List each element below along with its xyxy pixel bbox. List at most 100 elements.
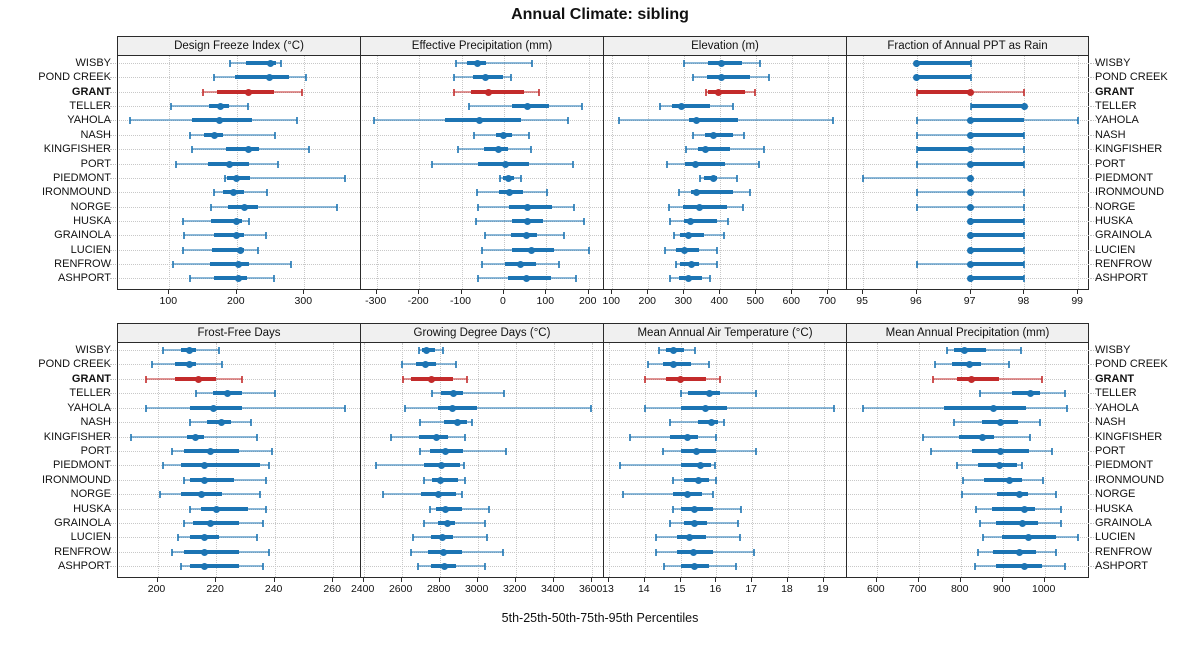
x-tick-mark: [755, 290, 757, 294]
x-gridline: [1024, 56, 1026, 289]
median-dot: [1027, 389, 1035, 397]
median-dot: [694, 476, 702, 484]
row-tick-stub-left: [110, 479, 116, 481]
x-tick-mark: [791, 290, 793, 294]
median-dot: [505, 174, 513, 182]
x-gridline: [503, 56, 505, 289]
site-label-left: RENFROW: [54, 258, 111, 271]
site-label-right: LUCIEN: [1095, 243, 1136, 256]
x-tick-mark: [915, 290, 917, 294]
site-label-right: WISBY: [1095, 344, 1131, 356]
whisker-cap-95: [716, 247, 719, 254]
x-tick-label: 100: [159, 295, 178, 307]
whisker-cap-5: [419, 419, 422, 426]
whisker-cap-5: [663, 563, 666, 570]
x-tick-label: 14: [637, 583, 650, 595]
median-dot: [224, 389, 232, 397]
median-dot: [432, 433, 440, 441]
whisker-cap-5: [182, 218, 185, 225]
whisker-cap-5: [629, 434, 632, 441]
row-tick-stub-right: [1090, 450, 1096, 452]
whisker-cap-95: [461, 491, 464, 498]
site-label-left: LUCIEN: [70, 243, 111, 256]
x-tick-mark: [418, 290, 420, 294]
whisker-cap-5: [704, 89, 707, 96]
whisker-cap-95: [258, 491, 261, 498]
row-tick-stub-left: [110, 163, 116, 165]
row-tick-stub-right: [1090, 465, 1096, 467]
whisker-cap-5: [929, 448, 932, 455]
interquartile-bar-25-75: [683, 219, 717, 223]
row-tick-stub-left: [110, 149, 116, 151]
x-gridline: [216, 343, 218, 577]
whisker-cap-5: [668, 275, 671, 282]
x-tick-mark: [1001, 578, 1003, 582]
whisker-cap-5: [658, 103, 661, 110]
whisker-cap-95: [484, 520, 487, 527]
whisker-cap-95: [267, 462, 270, 469]
x-gridline: [716, 343, 718, 577]
whisker-cap-5: [401, 376, 404, 383]
whisker-cap-95: [833, 405, 836, 412]
interquartile-bar-25-75: [689, 118, 739, 122]
panel-title: Mean Annual Precipitation (mm): [885, 327, 1050, 339]
whisker-5-95: [619, 464, 715, 466]
site-label-right: PORT: [1095, 444, 1126, 457]
row-gridline: [605, 235, 846, 237]
x-tick-label: 3000: [464, 583, 489, 595]
median-dot: [217, 102, 225, 110]
whisker-cap-95: [308, 146, 311, 153]
x-tick-mark: [679, 578, 681, 582]
whisker-cap-95: [738, 534, 741, 541]
whisker-cap-5: [416, 563, 419, 570]
whisker-cap-95: [563, 232, 566, 239]
whisker-cap-95: [442, 347, 445, 354]
whisker-cap-95: [267, 549, 270, 556]
whisker-cap-5: [692, 132, 695, 139]
x-tick-label: 95: [856, 295, 868, 307]
row-gridline: [605, 494, 846, 496]
interquartile-bar-25-75: [997, 492, 1029, 496]
median-dot: [717, 59, 725, 67]
whisker-cap-95: [1060, 506, 1063, 513]
whisker-cap-5: [172, 261, 175, 268]
whisker-cap-5: [643, 405, 646, 412]
x-gridline: [648, 56, 650, 289]
row-tick-stub-right: [1090, 523, 1096, 525]
x-tick-mark: [332, 578, 334, 582]
row-tick-stub-right: [1090, 163, 1096, 165]
median-dot: [422, 360, 430, 368]
row-tick-stub-left: [110, 523, 116, 525]
whisker-cap-95: [280, 60, 283, 67]
interquartile-bar-25-75: [679, 233, 705, 237]
x-gridline: [333, 343, 335, 577]
whisker-cap-95: [589, 405, 592, 412]
whisker-cap-95: [1023, 161, 1026, 168]
interquartile-bar-25-75: [984, 478, 1022, 482]
whisker-cap-5: [672, 232, 675, 239]
x-tick-label: 300: [674, 295, 693, 307]
median-dot: [967, 174, 975, 182]
whisker-cap-5: [915, 161, 918, 168]
whisker-cap-5: [961, 491, 964, 498]
row-tick-stub-right: [1090, 235, 1096, 237]
whisker-cap-5: [915, 261, 918, 268]
median-dot: [197, 490, 205, 498]
x-tick-label: 99: [1071, 295, 1084, 307]
site-label-left: WISBY: [75, 344, 111, 356]
whisker-cap-5: [188, 132, 191, 139]
median-dot: [232, 174, 240, 182]
whisker-cap-5: [183, 232, 186, 239]
row-tick-stub-left: [110, 436, 116, 438]
whisker-5-95: [456, 62, 532, 64]
whisker-cap-5: [175, 161, 178, 168]
whisker-cap-5: [691, 74, 694, 81]
whisker-cap-5: [159, 491, 162, 498]
median-dot: [684, 490, 692, 498]
site-label-right: HUSKA: [1095, 502, 1133, 515]
x-tick-label: 18: [781, 583, 793, 595]
x-tick-mark: [969, 290, 971, 294]
median-dot: [449, 389, 457, 397]
median-dot: [209, 404, 217, 412]
whisker-cap-95: [754, 390, 757, 397]
